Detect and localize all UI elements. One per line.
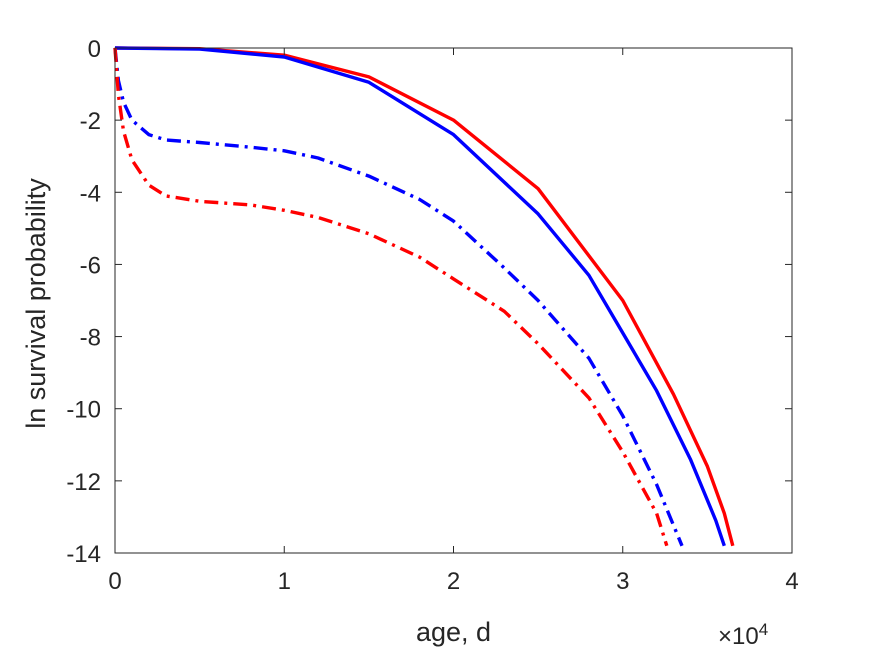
x-axis-exponent-base: ×10 bbox=[718, 623, 759, 650]
series-line-4 bbox=[113, 47, 669, 547]
x-axis-exponent: ×104 bbox=[718, 620, 768, 650]
y-tick-label: -10 bbox=[66, 397, 101, 424]
y-tick-label: -8 bbox=[80, 325, 101, 352]
x-tick-label: 0 bbox=[108, 568, 121, 595]
x-axis-title: age, d bbox=[416, 617, 491, 647]
series-line-3 bbox=[113, 47, 684, 547]
y-tick-label: -14 bbox=[66, 541, 101, 568]
y-tick-label: -2 bbox=[80, 108, 101, 135]
x-tick-label: 1 bbox=[278, 568, 291, 595]
series-layer bbox=[113, 46, 735, 547]
x-tick-label: 2 bbox=[447, 568, 460, 595]
y-axis-title: ln survival probability bbox=[21, 178, 51, 429]
series-line-2 bbox=[114, 46, 726, 547]
tick-layer: 0 1 2 3 4 0 -2 -4 -6 -8 -10 -12 -14 bbox=[66, 36, 798, 595]
x-tick-label: 4 bbox=[785, 568, 798, 595]
y-tick-label: -12 bbox=[66, 469, 101, 496]
y-tick-label: -6 bbox=[80, 252, 101, 279]
x-tick-label: 3 bbox=[616, 568, 629, 595]
y-tick-label: -4 bbox=[80, 180, 101, 207]
y-tick-label: 0 bbox=[88, 36, 101, 63]
x-axis-exponent-power: 4 bbox=[759, 620, 768, 639]
